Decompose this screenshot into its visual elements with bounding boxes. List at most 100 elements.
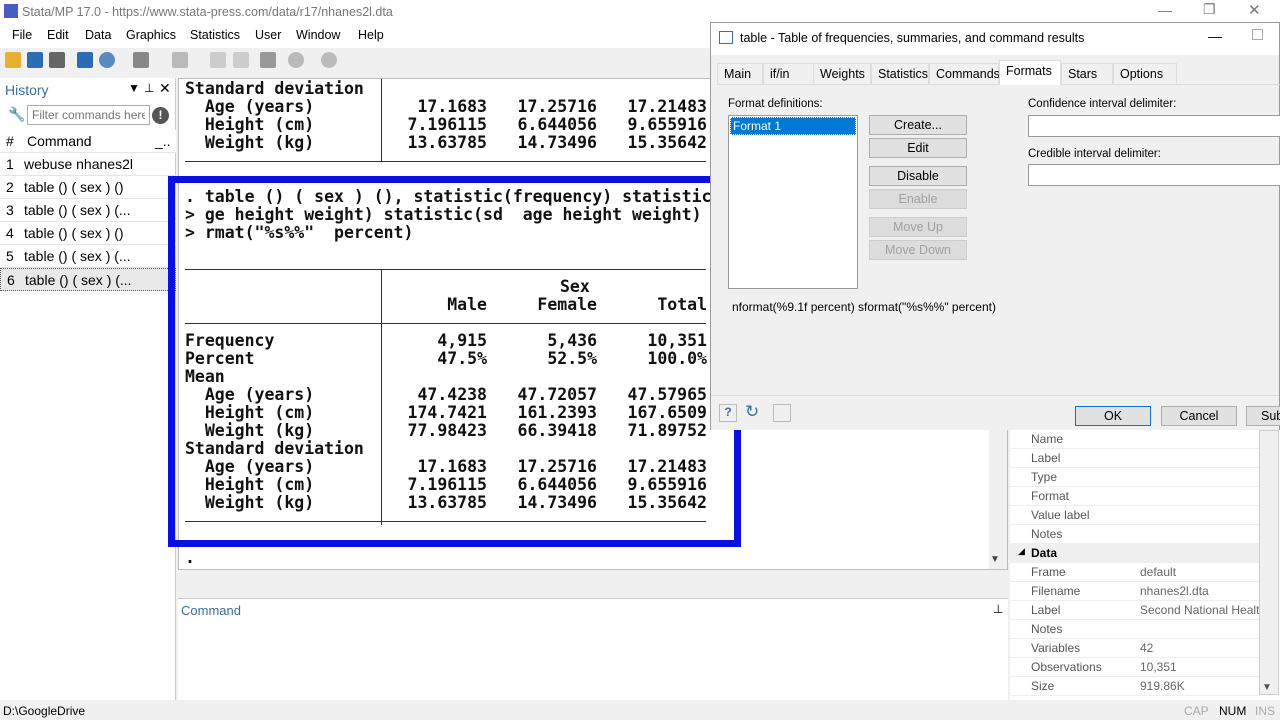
menu-file[interactable]: File [12, 28, 33, 42]
property-row[interactable]: Label Second National Health [1010, 601, 1260, 620]
tab-stars[interactable]: Stars [1061, 63, 1113, 85]
result-value: 17.21483 [627, 457, 707, 476]
enable-button[interactable]: Enable [869, 189, 967, 209]
history-item[interactable]: 5 table () ( sex ) (... [0, 245, 176, 268]
history-item[interactable]: 3 table () ( sex ) (... [0, 199, 176, 222]
log-icon[interactable] [77, 52, 93, 68]
tab-statistics[interactable]: Statistics [871, 63, 929, 85]
history-item[interactable]: 2 table () ( sex ) () [0, 176, 176, 199]
reset-icon[interactable]: ↻ [745, 402, 760, 421]
move-up-button[interactable]: Move Up [869, 217, 967, 237]
property-row[interactable]: Variables 42 [1010, 639, 1260, 658]
pin-icon[interactable]: ⊥ [144, 81, 155, 95]
title-bar: Stata/MP 17.0 - https://www.stata-press.… [0, 0, 1280, 24]
col-extra[interactable]: _.. [155, 133, 171, 149]
pin-icon[interactable]: ⊥ [993, 602, 1004, 616]
property-key: Observations [1031, 660, 1102, 674]
results-scroll-down[interactable]: ▼ [990, 554, 1000, 565]
disable-button[interactable]: Disable [869, 166, 967, 186]
menu-statistics[interactable]: Statistics [190, 28, 241, 42]
result-value: 167.6509 [627, 403, 707, 422]
ci-delimiter-label: Confidence interval delimiter: [1028, 98, 1177, 110]
tab-options[interactable]: Options [1113, 63, 1177, 85]
data-header-label: Data [1031, 546, 1058, 560]
history-command: table () ( sex ) (... [24, 202, 131, 218]
result-value: 9.655916 [627, 115, 707, 134]
tab-divider [717, 84, 1280, 85]
properties-scrollbar[interactable] [1259, 430, 1279, 695]
maximize-button[interactable]: ❐ [1203, 1, 1216, 17]
credible-delimiter-input[interactable] [1028, 164, 1280, 186]
property-row[interactable]: Notes [1010, 525, 1260, 544]
tab-formats[interactable]: Formats [999, 60, 1061, 85]
edit-button[interactable]: Edit [869, 138, 967, 158]
ok-button[interactable]: OK [1075, 406, 1151, 426]
column-header: Female [537, 295, 597, 314]
data-section-header[interactable]: ◢ Data [1010, 544, 1260, 563]
create-button[interactable]: Create... [869, 115, 967, 135]
graph-icon[interactable] [133, 52, 149, 68]
history-command: table () ( sex ) (... [25, 272, 132, 288]
close-button[interactable]: ✕ [1248, 2, 1261, 19]
close-icon[interactable]: ✕ [159, 80, 171, 96]
menu-user[interactable]: User [255, 28, 282, 42]
more-icon[interactable] [288, 52, 304, 68]
result-label: Weight (kg) [185, 493, 315, 512]
history-item[interactable]: 1 webuse nhanes2l [0, 153, 176, 176]
filter-commands-input[interactable] [27, 105, 150, 125]
property-row[interactable]: Filename nhanes2l.dta [1010, 582, 1260, 601]
format-item[interactable]: Format 1 [730, 117, 856, 135]
result-label: Standard deviation [185, 79, 364, 98]
property-key: Label [1031, 603, 1061, 617]
tab-weights[interactable]: Weights [813, 63, 871, 85]
property-row[interactable]: Format [1010, 487, 1260, 506]
tab-main[interactable]: Main [717, 63, 763, 85]
cancel-button[interactable]: Cancel [1161, 406, 1237, 426]
do-editor-icon[interactable] [172, 52, 188, 68]
menu-help[interactable]: Help [358, 28, 384, 42]
copy-icon[interactable] [773, 404, 791, 422]
format-definitions-list[interactable]: Format 1 [728, 115, 858, 289]
property-row[interactable]: Name [1010, 430, 1260, 449]
result-value: 100.0% [647, 349, 707, 368]
scroll-down-icon[interactable]: ▼ [1262, 682, 1272, 693]
property-row[interactable]: Label [1010, 449, 1260, 468]
break-icon[interactable] [321, 52, 337, 68]
collapse-icon[interactable]: ◢ [1018, 546, 1025, 556]
move-down-button[interactable]: Move Down [869, 240, 967, 260]
menu-data[interactable]: Data [85, 28, 112, 42]
result-value: 9.655916 [627, 475, 707, 494]
property-row[interactable]: Observations 10,351 [1010, 658, 1260, 677]
property-row[interactable]: Value label [1010, 506, 1260, 525]
data-browser-icon[interactable] [233, 52, 249, 68]
tab-commands[interactable]: Commands [929, 63, 1000, 85]
property-row[interactable]: Frame default [1010, 563, 1260, 582]
col-command[interactable]: Command [27, 133, 92, 149]
history-item[interactable]: 6 table () ( sex ) (... [0, 268, 176, 291]
viewer-icon[interactable] [99, 52, 115, 68]
property-row[interactable]: Size 919.86K [1010, 677, 1260, 696]
dialog-maximize[interactable] [1252, 29, 1263, 40]
menu-edit[interactable]: Edit [47, 28, 69, 42]
submit-button[interactable]: Sub [1246, 406, 1280, 426]
ci-delimiter-input[interactable] [1028, 115, 1280, 137]
data-editor-icon[interactable] [210, 52, 226, 68]
help-icon[interactable]: ? [719, 404, 737, 422]
tab-ifin[interactable]: if/in [763, 63, 823, 85]
property-row[interactable]: Type [1010, 468, 1260, 487]
info-icon[interactable]: ! [152, 107, 169, 124]
menu-window[interactable]: Window [296, 28, 341, 42]
variables-manager-icon[interactable] [260, 52, 276, 68]
open-icon[interactable] [5, 52, 21, 68]
print-icon[interactable] [49, 52, 65, 68]
col-num: # [6, 133, 14, 149]
save-icon[interactable] [27, 52, 43, 68]
dialog-minimize[interactable]: — [1208, 28, 1222, 44]
command-input[interactable] [178, 621, 1006, 699]
minimize-button[interactable]: — [1158, 2, 1172, 18]
wrench-icon[interactable]: 🔧 [8, 106, 26, 122]
history-item[interactable]: 4 table () ( sex ) () [0, 222, 176, 245]
filter-icon[interactable]: ▼ [128, 81, 140, 95]
menu-graphics[interactable]: Graphics [126, 28, 177, 42]
property-row[interactable]: Notes [1010, 620, 1260, 639]
